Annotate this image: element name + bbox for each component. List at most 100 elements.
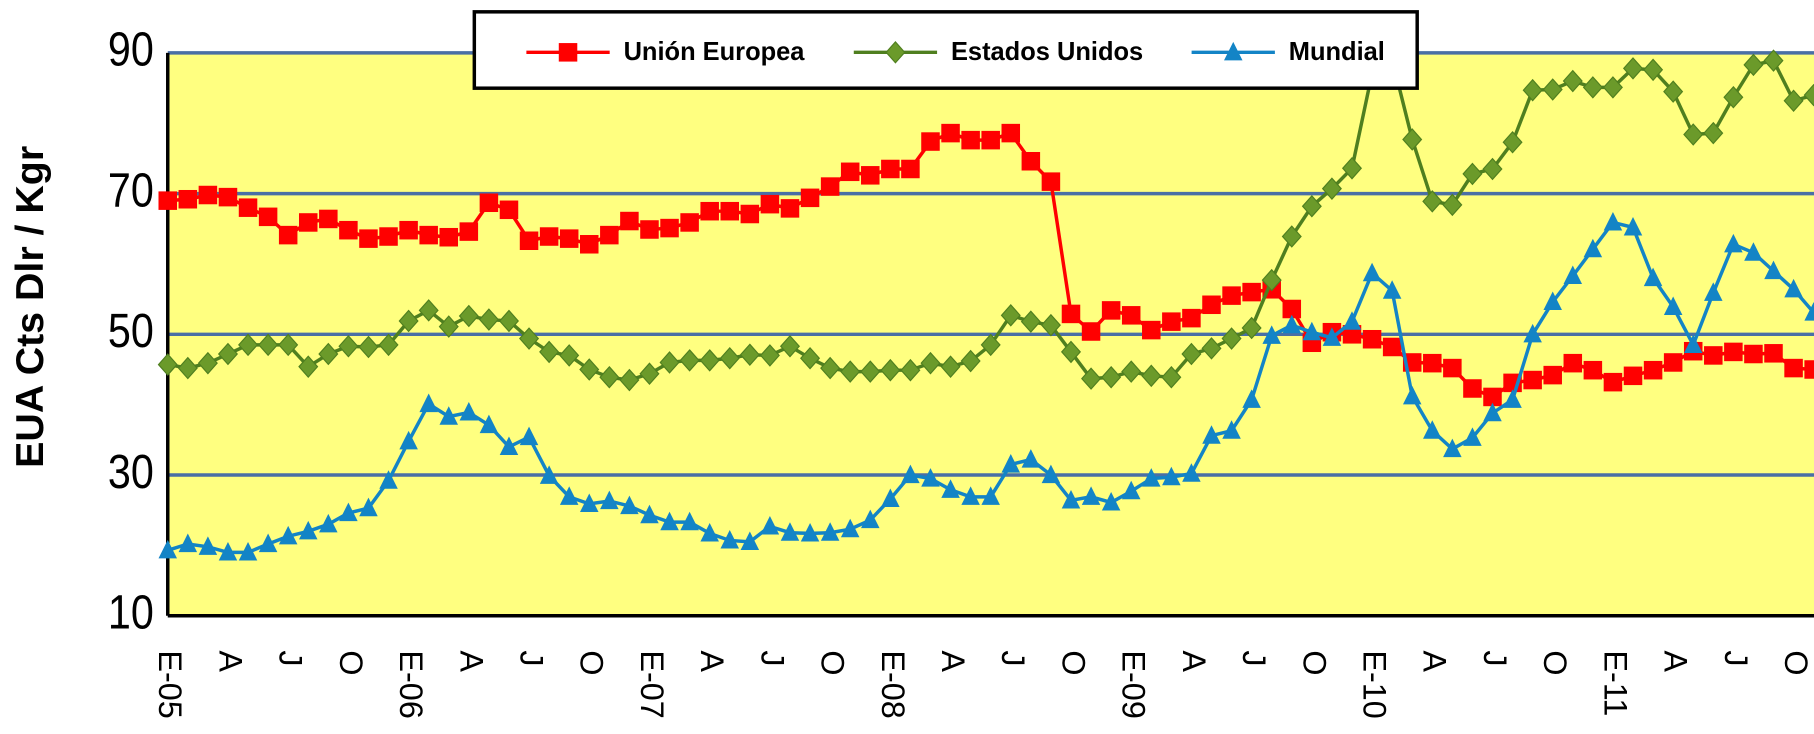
marker <box>1182 463 1201 482</box>
marker <box>860 360 881 383</box>
marker <box>639 362 660 385</box>
marker <box>1602 76 1623 99</box>
marker <box>1743 53 1764 77</box>
marker <box>439 406 459 425</box>
marker <box>861 166 880 185</box>
marker <box>719 346 740 370</box>
marker <box>1241 316 1262 340</box>
marker <box>1041 172 1061 191</box>
marker <box>1201 337 1222 360</box>
marker <box>1202 425 1221 444</box>
marker <box>840 162 860 182</box>
marker <box>1342 311 1362 330</box>
marker <box>1744 242 1763 261</box>
marker <box>278 525 298 545</box>
marker <box>739 343 760 367</box>
marker <box>1262 325 1281 344</box>
marker <box>1041 464 1061 484</box>
x-tick-label: J <box>513 650 549 666</box>
marker <box>1783 89 1804 113</box>
marker <box>158 191 178 210</box>
marker <box>319 513 338 533</box>
marker <box>519 231 539 251</box>
marker <box>499 200 519 220</box>
marker <box>1020 310 1041 333</box>
marker <box>1483 402 1502 422</box>
marker <box>740 531 760 550</box>
marker <box>157 353 178 376</box>
marker <box>800 346 821 370</box>
marker <box>559 229 579 248</box>
marker <box>298 520 318 540</box>
legend: Unión Europea Estados Unidos Mundial <box>472 10 1419 90</box>
marker <box>619 368 640 392</box>
marker <box>760 515 780 535</box>
marker <box>198 185 218 205</box>
marker <box>1061 304 1081 324</box>
marker <box>1643 360 1663 380</box>
marker <box>1784 278 1803 298</box>
x-tick-label: A <box>212 650 248 672</box>
marker <box>1301 194 1322 218</box>
marker <box>740 204 760 224</box>
x-tick-label: O <box>574 650 610 675</box>
marker <box>1321 177 1342 200</box>
marker <box>1081 367 1102 390</box>
marker <box>1282 299 1302 319</box>
marker <box>901 159 920 179</box>
marker <box>178 533 198 553</box>
marker <box>358 335 379 359</box>
marker <box>379 470 398 489</box>
marker <box>1221 327 1242 350</box>
marker <box>1503 389 1522 408</box>
marker <box>1101 492 1121 511</box>
marker <box>1442 193 1463 217</box>
marker <box>780 199 800 218</box>
marker <box>177 356 198 380</box>
legend-marker <box>1223 41 1243 61</box>
marker <box>1443 358 1462 378</box>
x-tick-label: A <box>935 650 971 672</box>
x-tick-label: E-10 <box>1357 650 1393 718</box>
marker <box>1402 385 1422 405</box>
x-tick-label: A <box>1417 650 1453 672</box>
marker <box>379 227 398 246</box>
legend-label: Unión Europea <box>624 38 806 66</box>
marker <box>1362 329 1382 349</box>
marker <box>1040 313 1061 337</box>
marker <box>921 132 940 151</box>
marker <box>1683 123 1704 146</box>
marker <box>519 426 539 446</box>
marker <box>478 308 499 331</box>
marker <box>1162 312 1181 331</box>
marker <box>720 201 740 221</box>
marker <box>760 194 780 214</box>
marker <box>1784 358 1803 378</box>
marker <box>197 351 218 375</box>
marker <box>1703 121 1724 145</box>
marker <box>920 351 941 375</box>
marker <box>198 536 218 555</box>
marker <box>1603 212 1623 231</box>
marker <box>679 349 700 372</box>
x-tick-label: A <box>1658 650 1694 672</box>
marker <box>339 502 358 522</box>
marker <box>298 213 318 232</box>
marker <box>1622 57 1644 80</box>
marker <box>659 351 680 374</box>
marker <box>459 401 479 421</box>
marker <box>359 497 378 517</box>
marker <box>1723 85 1744 109</box>
marker <box>1081 486 1101 505</box>
x-tick-label: J <box>995 650 1031 666</box>
marker <box>660 218 679 238</box>
marker <box>419 393 438 413</box>
marker <box>1261 268 1282 292</box>
legend-label: Estados Unidos <box>951 38 1143 66</box>
marker <box>1482 157 1503 181</box>
marker <box>1081 322 1101 341</box>
marker <box>559 344 580 367</box>
marker <box>1623 366 1643 386</box>
x-tick-label: O <box>1537 650 1573 675</box>
x-tick-label: O <box>1778 650 1814 675</box>
